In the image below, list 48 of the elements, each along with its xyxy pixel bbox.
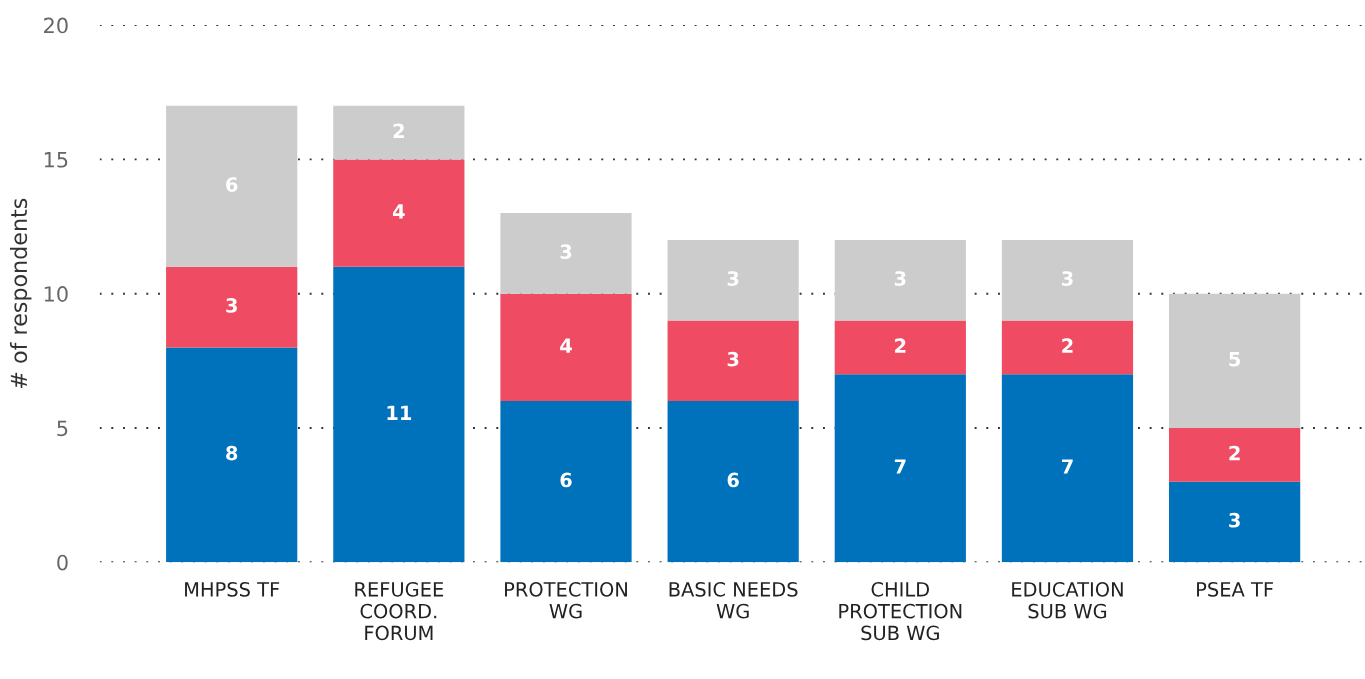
x-tick-label: PROTECTION WG (505, 582, 627, 619)
data-label: 7 (1062, 459, 1073, 474)
bar (1001, 374, 1134, 563)
x-tick-label: PSEA TF (1197, 582, 1273, 597)
data-label: 2 (895, 338, 906, 353)
bar (166, 347, 298, 563)
bar (667, 239, 799, 321)
y-tick-label: 20 (44, 17, 68, 34)
data-label: 6 (560, 472, 572, 488)
bar (500, 401, 632, 563)
data-label: 4 (560, 338, 572, 353)
bar (500, 293, 632, 402)
data-label: 8 (226, 445, 238, 461)
bar (834, 374, 966, 563)
y-tick-label: 10 (44, 286, 68, 302)
bar (1001, 239, 1134, 321)
bar (333, 159, 465, 267)
y-tick-label: 5 (57, 420, 68, 437)
bar (166, 105, 298, 267)
data-label: 4 (392, 204, 405, 219)
x-tick-label: EDUCATION SUB WG (1012, 582, 1123, 619)
bar (500, 213, 632, 294)
bar (333, 105, 465, 160)
data-label: 11 (387, 405, 412, 420)
bar (1001, 320, 1134, 375)
x-tick-label: REFUGEE COORD. FORUM (355, 582, 444, 641)
data-label: 3 (727, 351, 739, 367)
data-label: 7 (894, 459, 906, 474)
x-tick-label: MHPSS TF (185, 582, 280, 597)
data-label: 6 (727, 472, 739, 488)
x-tick-label: CHILD PROTECTION SUB WG (839, 582, 962, 641)
bar (834, 320, 966, 375)
data-label: 2 (1062, 338, 1073, 353)
bar (1169, 293, 1301, 428)
data-label: 3 (1229, 512, 1240, 528)
data-label: 3 (226, 298, 237, 313)
bar (166, 266, 298, 348)
bar (1169, 427, 1301, 482)
x-tick-label: BASIC NEEDS WG (669, 582, 798, 619)
bar (667, 320, 799, 402)
bar (667, 401, 799, 563)
bar (333, 266, 465, 563)
data-label: 2 (1229, 445, 1240, 461)
y-axis-title: # of respondents (9, 198, 32, 388)
bar (1169, 481, 1301, 563)
y-tick-label: 15 (44, 152, 68, 168)
bar (834, 239, 966, 321)
y-tick-label: 0 (57, 554, 68, 571)
